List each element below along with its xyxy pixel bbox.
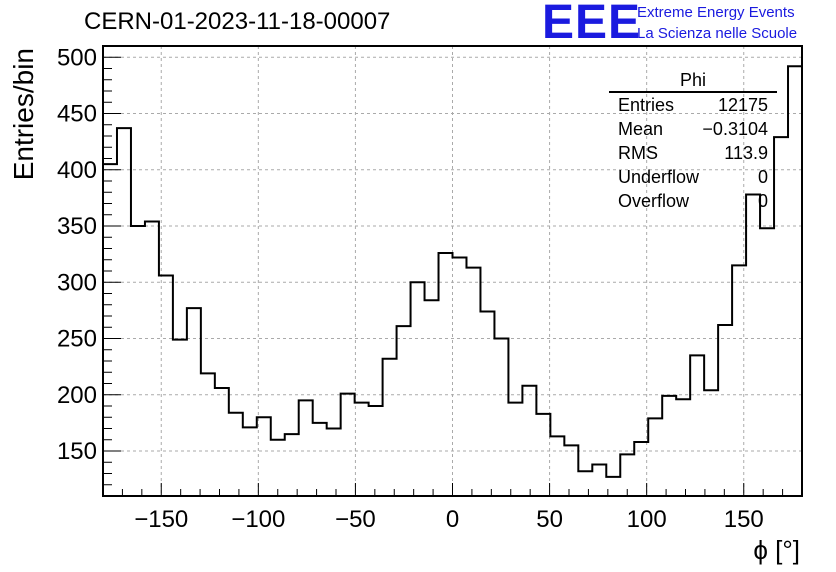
x-tick-label: 50 (536, 506, 563, 533)
y-tick-label: 300 (57, 269, 97, 296)
stats-label: Underflow (618, 167, 700, 187)
x-tick-label: 150 (724, 506, 764, 533)
y-tick-label: 400 (57, 157, 97, 184)
y-tick-label: 450 (57, 101, 97, 128)
stats-row-entries: Entries 12175 (609, 93, 777, 117)
x-tick-label: −100 (231, 506, 285, 533)
stats-label: Entries (618, 95, 675, 115)
logo-line-2: La Scienza nelle Scuole (637, 25, 798, 42)
stats-value: 12175 (717, 95, 768, 115)
stats-box: Phi Entries 12175 Mean −0.3104 RMS 113.9… (609, 70, 777, 213)
logo-line-1: Extreme Energy Events (637, 4, 795, 21)
stats-label: Overflow (618, 191, 690, 211)
stats-label: RMS (618, 143, 658, 163)
x-tick-label: −150 (134, 506, 188, 533)
eee-logo: EEE (542, 0, 642, 49)
x-tick-label: 0 (446, 506, 459, 533)
y-tick-label: 500 (57, 44, 97, 71)
stats-value: 0 (757, 167, 768, 187)
y-tick-label: 250 (57, 326, 97, 353)
y-tick-label: 200 (57, 382, 97, 409)
stats-row-rms: RMS 113.9 (609, 141, 777, 165)
x-axis-label: ϕ [°] (753, 535, 800, 565)
stats-row-mean: Mean −0.3104 (609, 117, 777, 141)
stats-title: Phi (609, 70, 777, 93)
stats-value: 113.9 (724, 143, 768, 163)
x-tick-label: −50 (335, 506, 376, 533)
x-tick-label: 100 (627, 506, 667, 533)
chart-title: CERN-01-2023-11-18-00007 (84, 8, 391, 35)
stats-value: 0 (757, 191, 768, 211)
stats-label: Mean (618, 119, 664, 139)
y-tick-label: 350 (57, 213, 97, 240)
grid-lines (103, 46, 802, 496)
histogram-line (103, 65, 802, 478)
stats-value: −0.3104 (702, 119, 768, 139)
y-axis-label: Entries/bin (8, 48, 39, 180)
axis-ticks (103, 45, 784, 496)
stats-row-underflow: Underflow 0 (609, 165, 777, 189)
y-tick-label: 150 (57, 438, 97, 465)
stats-row-overflow: Overflow 0 (609, 189, 777, 213)
